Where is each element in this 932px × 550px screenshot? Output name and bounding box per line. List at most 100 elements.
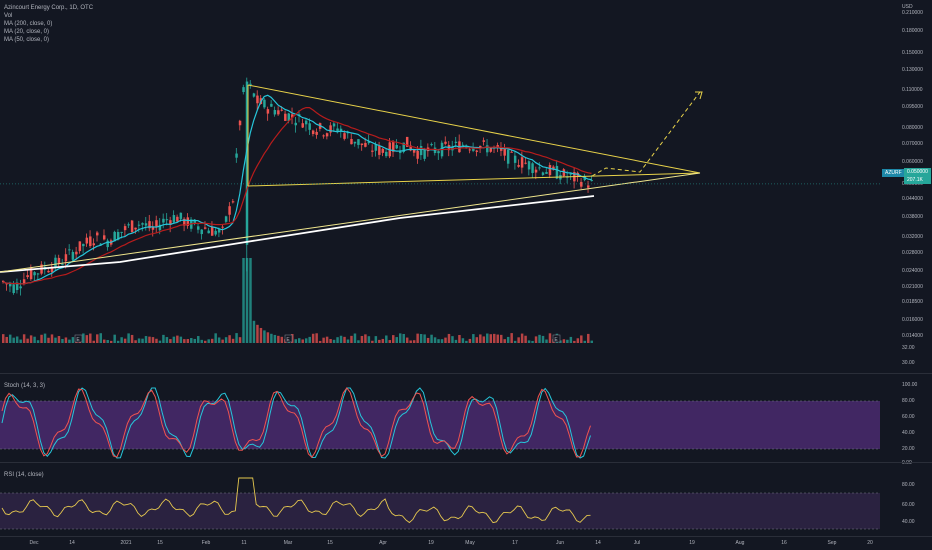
- volume-bar: [273, 334, 277, 343]
- candle-body: [193, 219, 197, 225]
- study-ma50[interactable]: MA (50, close, 0): [4, 37, 50, 43]
- candle-body: [287, 113, 291, 122]
- stoch-pane[interactable]: Stoch (14, 3, 3): [0, 374, 880, 461]
- candle-body: [524, 162, 527, 164]
- triangle-lower-trendline: [247, 172, 701, 187]
- volume-bar: [217, 337, 221, 343]
- volume-bar: [506, 336, 510, 343]
- candle-body: [371, 150, 374, 152]
- rsi-pane[interactable]: RSI (14, close): [0, 463, 880, 535]
- candle-body: [304, 120, 308, 125]
- price-tick: 0.028000: [902, 250, 923, 257]
- candle-body: [398, 151, 402, 154]
- volume-bar: [576, 338, 580, 343]
- candle-body: [590, 180, 593, 182]
- volume-bar: [5, 336, 8, 343]
- candle-body: [57, 257, 61, 264]
- study-ma200[interactable]: MA (200, close, 0): [4, 21, 53, 27]
- candle-body: [221, 226, 224, 228]
- candle-body: [71, 251, 75, 260]
- candle-body: [238, 120, 242, 126]
- candle-body: [263, 99, 266, 108]
- rsi-line: [1, 477, 591, 524]
- candle-body: [378, 145, 381, 155]
- candle-body: [123, 226, 127, 231]
- volume-bar: [249, 258, 252, 343]
- candle-body: [294, 122, 297, 126]
- earnings-marker: [552, 334, 561, 343]
- volume-bar: [193, 338, 197, 343]
- volume-bar: [137, 338, 141, 343]
- candle-body: [291, 114, 294, 118]
- study-vol[interactable]: Vol: [4, 13, 13, 19]
- candle-body: [127, 224, 130, 226]
- volume-bar: [64, 337, 68, 343]
- volume-bar: [19, 339, 22, 343]
- volume-bar: [311, 333, 315, 343]
- study-ma20[interactable]: MA (20, close, 0): [4, 29, 50, 35]
- volume-bar: [40, 334, 43, 343]
- rsi-tick-40: 40.00: [902, 519, 915, 525]
- candle-body: [531, 163, 534, 174]
- volume-bar: [238, 337, 242, 343]
- candle-body: [245, 81, 249, 245]
- candle-body: [486, 145, 489, 153]
- volume-bar: [322, 337, 325, 343]
- candle-body: [5, 283, 8, 285]
- volume-bar: [489, 334, 493, 343]
- volume-bar: [346, 339, 350, 343]
- candle-body: [15, 282, 19, 290]
- volume-bar: [298, 338, 301, 343]
- price-axis[interactable]: USD 0.210000 0.180000 0.150000 0.130000 0.11…: [880, 0, 932, 343]
- candle-body: [47, 270, 50, 273]
- volume-bar: [423, 334, 426, 343]
- last-price-volume: 207.1K: [904, 176, 931, 184]
- time-tick: 15: [157, 540, 163, 546]
- candle-body: [412, 149, 416, 153]
- volume-bar: [176, 335, 179, 343]
- candle-body: [134, 227, 137, 230]
- price-tick: 0.060000: [902, 159, 923, 166]
- volume-bar: [308, 336, 311, 343]
- volume-bar: [82, 333, 85, 343]
- candle-body: [75, 251, 78, 255]
- volume-bar: [165, 337, 169, 343]
- candle-body: [409, 145, 412, 151]
- volume-bar: [458, 334, 461, 343]
- candle-body: [353, 141, 357, 144]
- volume-bar: [472, 334, 475, 343]
- stoch-k-line: [1, 387, 591, 459]
- candle-body: [482, 140, 486, 142]
- candle-body: [416, 150, 419, 159]
- ma20-line: [2, 94, 592, 285]
- candle-body: [217, 229, 221, 233]
- volume-bar: [207, 339, 210, 343]
- candle-body: [468, 149, 472, 151]
- pane-separator-1[interactable]: [0, 373, 932, 374]
- volume-bar: [186, 339, 190, 343]
- volume-bar: [402, 333, 405, 343]
- vol-tick-0: 32.00: [902, 345, 915, 351]
- volume-bar: [440, 339, 444, 343]
- rsi-tick-80: 80.00: [902, 482, 915, 488]
- candle-body: [562, 169, 566, 177]
- pane-separator-2[interactable]: [0, 462, 932, 463]
- price-tick: 0.038000: [902, 213, 923, 220]
- price-tick: 0.018500: [902, 299, 923, 306]
- volume-bar: [580, 335, 583, 343]
- candle-body: [580, 181, 583, 187]
- volume-bar: [158, 340, 162, 343]
- candle-body: [301, 123, 304, 128]
- volume-bar: [89, 333, 92, 343]
- last-price-label: 0.050000: [904, 168, 931, 176]
- candle-body: [235, 153, 238, 158]
- price-pane[interactable]: Azincourt Energy Corp., 1D, OTC Vol MA (…: [0, 0, 880, 343]
- volume-bar: [200, 339, 203, 343]
- volume-bar: [343, 336, 346, 343]
- stoch-tick-60: 60.00: [902, 414, 915, 420]
- candle-body: [517, 165, 520, 167]
- earnings-marker: [284, 334, 293, 343]
- candle-body: [385, 151, 388, 157]
- volume-bar: [134, 340, 137, 343]
